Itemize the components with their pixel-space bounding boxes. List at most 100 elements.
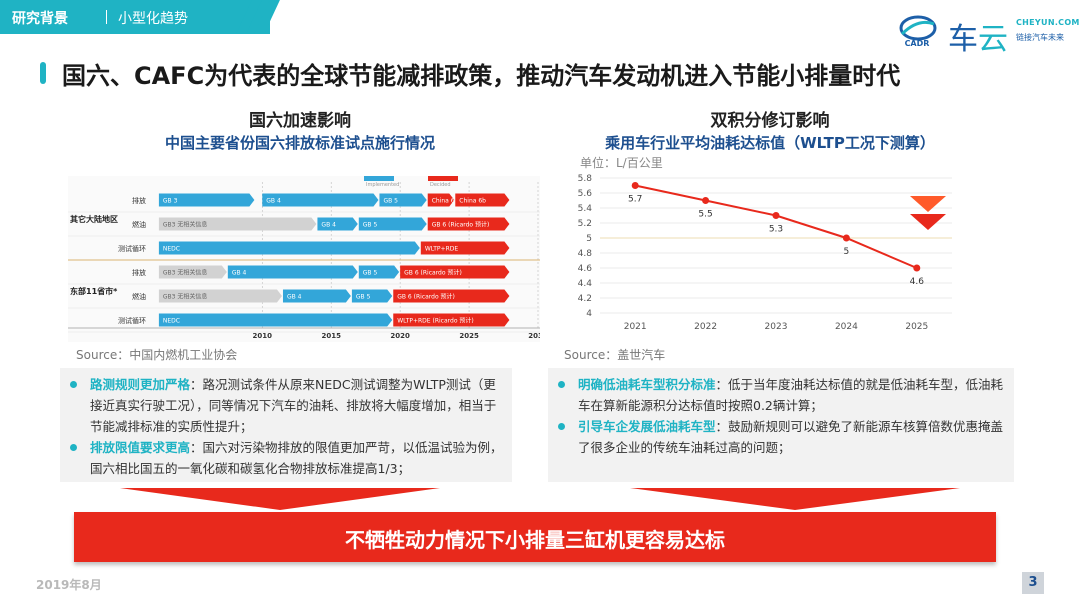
timeline-bar [455,193,510,207]
timeline-bar-label: GB 4 [232,270,247,277]
page-title: 国六、CAFC为代表的全球节能减排政策，推动汽车发动机进入节能小排量时代 [62,62,901,90]
timeline-bar-label: GB 4 [321,222,336,229]
bullet-icon [558,381,565,388]
timeline-bar [427,217,510,231]
down-arrows [120,488,960,510]
right-notes-panel: 明确低油耗车型积分标准：低于当年度油耗达标值的就是低油耗车型，低油耗车在算新能源… [548,368,1014,482]
data-label: 5.5 [698,210,712,220]
timeline-bar [158,241,420,255]
timeline-bar-label: GB 6 (Ricardo 预计) [404,269,462,277]
legend-decided-swatch [428,176,458,181]
group-label: 其它大陆地区 [70,214,118,224]
data-point [772,212,780,219]
top-bar-stripes [226,0,286,34]
y-tick-label: 5 [586,234,592,244]
timeline-bar-label: GB 5 [383,198,398,205]
data-point [842,234,850,242]
brand-slogan: 链接汽车未来 [1016,33,1064,42]
left-section-title: 国六加速影响 [249,111,351,131]
row-label: 排放 [132,196,146,205]
data-point [913,264,921,272]
headline-marker [40,62,46,84]
data-label: 4.6 [910,277,925,287]
row-label: 燃油 [132,292,146,301]
timeline-bar [358,217,427,231]
left-note-1: 路测规则更加严格：路况测试条件从原来NEDC测试调整为WLTP测试（更接近真实行… [70,374,506,437]
chart-unit-label: 单位：L/百公里 [580,156,663,170]
right-source: Source：盖世汽车 [564,348,666,362]
timeline-bar-label: GB 4 [266,198,281,205]
bullet-icon [70,444,77,451]
right-note-2: 引导车企发展低油耗车型：鼓励新规则可以避免了新能源车核算倍数优惠掩盖了很多企业的… [558,416,1008,458]
timeline-bar-label: WLTP+RDE [425,246,459,253]
y-tick-label: 4 [586,309,592,319]
row-label: 测试循环 [118,244,146,253]
timeline-bar [420,241,510,255]
row-label: 排放 [132,268,146,277]
y-tick-label: 5.8 [578,174,593,184]
y-tick-label: 4.8 [578,249,593,259]
footer-date: 2019年8月 [36,578,102,592]
page-number: 3 [1022,572,1044,594]
x-tick-label: 2023 [765,322,788,332]
left-notes-panel: 路测规则更加严格：路况测试条件从原来NEDC测试调整为WLTP测试（更接近真实行… [60,368,512,482]
y-tick-label: 4.4 [578,279,593,289]
timeline-bar [158,265,227,279]
badge-text: CADR [905,39,930,48]
timeline-tick-label: 2025 [459,332,479,340]
data-point [631,182,639,189]
x-tick-label: 2025 [905,322,928,332]
company-logo: CADR 车云 CHEYUN.COM 链接汽车未来 [896,12,1079,57]
line-chart-svg: 5.8 5.6 5.4 5.2 5 4.8 4.6 4.4 4.2 4 2021 2022 2023 20… [578,174,952,332]
right-section-subtitle: 乘用车行业平均油耗达标值（WLTP工况下测算） [605,134,935,152]
timeline-bar-label: GB 6 (Ricardo 预计) [432,221,490,229]
timeline-tick-label: 2010 [253,332,273,340]
data-label: 5.3 [769,225,783,235]
x-tick-label: 2022 [694,322,717,332]
timeline-bar [427,193,455,207]
bullet-icon [558,423,565,430]
timeline-bar-label: GB 3 [163,198,178,205]
timeline-bar [158,289,282,303]
left-note-2: 排放限值要求更高：国六对污染物排放的限值更加严苛，以低温试验为例，国六相比国五的… [70,437,506,479]
row-label: 燃油 [132,220,146,229]
timeline-bar-label: GB3 无相关信息 [163,293,208,301]
x-tick-label: 2021 [624,322,647,332]
timeline-bar-label: GB 4 [287,294,302,301]
timeline-bar [393,289,510,303]
timeline-bar [393,313,510,327]
legend-implemented-swatch [364,176,394,181]
y-tick-label: 5.2 [578,219,592,229]
x-tick-label: 2024 [835,322,858,332]
cadr-badge-icon: CADR [899,15,937,48]
down-chevron-icon [910,214,946,230]
conclusion-banner: 不牺牲动力情况下小排量三缸机更容易达标 [74,512,996,562]
timeline-bar-label: GB 5 [363,222,378,229]
section-label: 研究背景 [12,11,68,27]
legend-decided-label: Decided [430,182,451,188]
group-label: 东部11省市* [70,286,118,296]
right-note-1: 明确低油耗车型积分标准：低于当年度油耗达标值的就是低油耗车型，低油耗车在算新能源… [558,374,1008,416]
timeline-bar-label: GB3 无相关信息 [163,269,208,277]
timeline-bar [158,193,255,207]
timeline-bar [282,289,351,303]
timeline-bar-label: NEDC [163,246,180,253]
right-section-title: 双积分修订影响 [710,111,830,131]
y-tick-label: 5.6 [578,189,593,199]
row-label: 测试循环 [118,316,146,325]
timeline-tick-label: 2020 [390,332,410,340]
fuel-consumption-chart: 5.8 5.6 5.4 5.2 5 4.8 4.6 4.4 4.2 4 2021 2022 2023 20… [560,168,960,340]
timeline-bar-label: GB3 无相关信息 [163,221,208,229]
timeline-bar [158,217,317,231]
timeline-bar [400,265,510,279]
section-divider [106,10,107,24]
y-tick-label: 4.2 [578,294,592,304]
timeline-bar [358,265,400,279]
bullet-icon [70,381,77,388]
timeline-bar-label: China 6a [432,198,459,205]
timeline-bar [379,193,427,207]
timeline-bar-label: NEDC [163,318,180,325]
timeline-bar-label: GB 5 [363,270,378,277]
brand-url: CHEYUN.COM [1016,18,1080,27]
